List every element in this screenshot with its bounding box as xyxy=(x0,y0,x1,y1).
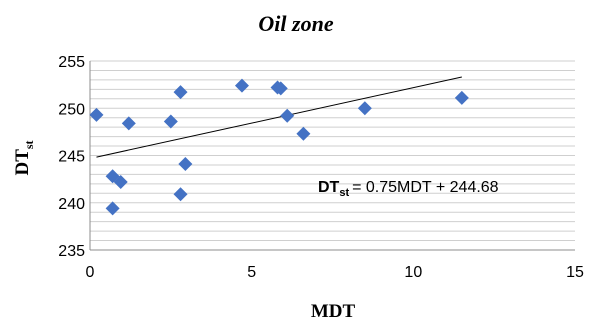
data-point-1 xyxy=(89,107,104,122)
trendline-line xyxy=(96,76,462,158)
data-point-6 xyxy=(163,114,178,129)
data-point-13 xyxy=(280,108,295,123)
y-tick-label-250: 250 xyxy=(58,101,85,118)
data-point-3 xyxy=(105,201,120,216)
data-point-7 xyxy=(173,85,188,100)
y-tick-labels: 235 240 245 250 255 xyxy=(58,54,85,260)
axes xyxy=(89,61,575,251)
data-point-10 xyxy=(234,78,249,93)
data-point-14 xyxy=(296,126,311,141)
data-point-5 xyxy=(121,116,136,131)
y-tick-label-245: 245 xyxy=(58,149,85,166)
y-tick-label-240: 240 xyxy=(58,196,85,213)
x-tick-labels: 0 5 10 15 xyxy=(86,264,584,281)
trendline-equation: DTst = 0.75MDT + 244.68 xyxy=(318,179,499,199)
y-tick-label-235: 235 xyxy=(58,243,85,260)
trendline xyxy=(96,76,462,158)
equation-rhs: = 0.75MDT + 244.68 xyxy=(352,179,499,196)
y-axis-title-main: DT xyxy=(12,149,33,176)
y-axis-title: DTst xyxy=(12,140,36,175)
data-point-4 xyxy=(113,174,128,189)
data-point-8 xyxy=(173,187,188,202)
data-point-16 xyxy=(454,90,469,105)
x-tick-label-5: 5 xyxy=(247,264,256,281)
data-point-9 xyxy=(178,157,193,172)
y-axis-title-sub: st xyxy=(22,140,36,149)
chart-title: Oil zone xyxy=(258,11,333,36)
x-tick-label-15: 15 xyxy=(566,264,584,281)
y-tick-label-255: 255 xyxy=(58,54,85,71)
data-points xyxy=(89,78,469,216)
data-point-15 xyxy=(357,101,372,116)
x-axis-title: MDT xyxy=(311,301,356,322)
equation-lhs: DT xyxy=(318,179,340,196)
data-point-12 xyxy=(273,81,288,96)
grid-lines xyxy=(90,60,575,242)
x-tick-label-10: 10 xyxy=(404,264,422,281)
x-tick-label-0: 0 xyxy=(86,264,95,281)
equation-lhs-subscript: st xyxy=(339,187,349,199)
